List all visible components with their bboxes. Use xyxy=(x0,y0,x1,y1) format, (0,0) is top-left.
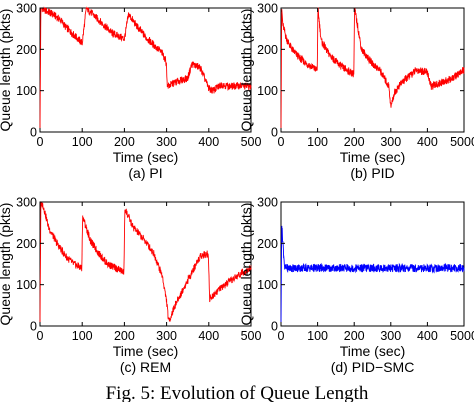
x-tick-label-pi: 100 xyxy=(72,135,93,149)
x-axis-label-pi: Time (sec) xyxy=(113,149,179,165)
x-tick-label-pi: 200 xyxy=(114,135,135,149)
series-line-pid-smc xyxy=(280,225,465,327)
x-tick-label-pid: 200 xyxy=(344,135,365,149)
x-tick-label-rem: 200 xyxy=(114,329,135,343)
y-tick-label-pi: 100 xyxy=(16,84,37,98)
x-tick-label-rem: 300 xyxy=(156,329,177,343)
x-tick-label-pid: 100 xyxy=(307,135,328,149)
y-tick-label-rem: 300 xyxy=(16,196,37,210)
y-tick-label-pid-smc: 200 xyxy=(257,237,278,251)
plot-area-pid-smc xyxy=(280,201,465,327)
plot-area-pi xyxy=(39,7,252,133)
y-tick-label-pid: 100 xyxy=(257,84,278,98)
x-tick-label-pid-smc: 100 xyxy=(307,329,328,343)
y-axis-label-rem: Queue length (pkts) xyxy=(0,203,13,326)
figure-caption: Fig. 5: Evolution of Queue Length xyxy=(106,383,369,402)
x-tick-label-rem: 400 xyxy=(198,329,219,343)
series-line-pid xyxy=(280,7,465,133)
y-tick-label-pid: 0 xyxy=(271,126,278,140)
subplot-caption-pi: (a) PI xyxy=(128,165,162,181)
x-tick-label-rem: 100 xyxy=(72,329,93,343)
chart-pid-smc: 010020030040050000100200300Time (sec)Que… xyxy=(238,196,474,376)
x-tick-label-pid-smc: 400 xyxy=(417,329,438,343)
y-tick-label-pi: 300 xyxy=(16,2,37,16)
series-line-pi xyxy=(39,6,252,133)
subplot-caption-pid: (b) PID xyxy=(350,165,394,181)
x-tick-label-pi: 400 xyxy=(198,135,219,149)
x-tick-label-pi: 500 xyxy=(241,135,262,149)
y-axis-label-pid: Queue length (pkts) xyxy=(238,9,254,132)
x-axis-label-pid: Time (sec) xyxy=(340,149,406,165)
x-tick-label-pid: 0 xyxy=(278,135,285,149)
y-axis-label-pid-smc: Queue length (pkts) xyxy=(238,203,254,326)
y-tick-label-pid: 300 xyxy=(257,2,278,16)
y-tick-label-rem: 200 xyxy=(16,237,37,251)
x-tick-label-pid-smc: 0 xyxy=(278,329,285,343)
series-line-rem xyxy=(39,201,252,327)
x-axis-label-rem: Time (sec) xyxy=(113,343,179,359)
subplot-caption-pid-smc: (d) PID−SMC xyxy=(331,359,415,375)
y-tick-label-pid-smc: 100 xyxy=(257,278,278,292)
x-tick-label-pid-smc: 200 xyxy=(344,329,365,343)
plot-area-pid xyxy=(280,7,465,133)
y-tick-label-pi: 200 xyxy=(16,43,37,57)
y-axis-label-pi: Queue length (pkts) xyxy=(0,9,13,132)
x-tick-label-pi: 300 xyxy=(156,135,177,149)
x-tick-label-pid: 400 xyxy=(417,135,438,149)
y-tick-label-rem: 100 xyxy=(16,278,37,292)
y-tick-label-pid-smc: 300 xyxy=(257,196,278,210)
x-tick-label-pi: 0 xyxy=(37,135,44,149)
subplot-caption-rem: (c) REM xyxy=(120,359,171,375)
y-tick-label-pid-smc: 0 xyxy=(271,320,278,334)
x-axis-label-pid-smc: Time (sec) xyxy=(340,343,406,359)
x-tick-label-rem: 0 xyxy=(37,329,44,343)
x-tick-label-pid-smc: 300 xyxy=(380,329,401,343)
y-tick-label-rem: 0 xyxy=(30,320,37,334)
x-tick-label-rem: 500 xyxy=(241,329,262,343)
x-tick-label-pid: 300 xyxy=(380,135,401,149)
y-tick-label-pi: 0 xyxy=(30,126,37,140)
plot-area-rem xyxy=(39,201,252,327)
y-tick-label-pid: 200 xyxy=(257,43,278,57)
chart-pid: 010020030040050000100200300Time (sec)Que… xyxy=(238,2,474,182)
